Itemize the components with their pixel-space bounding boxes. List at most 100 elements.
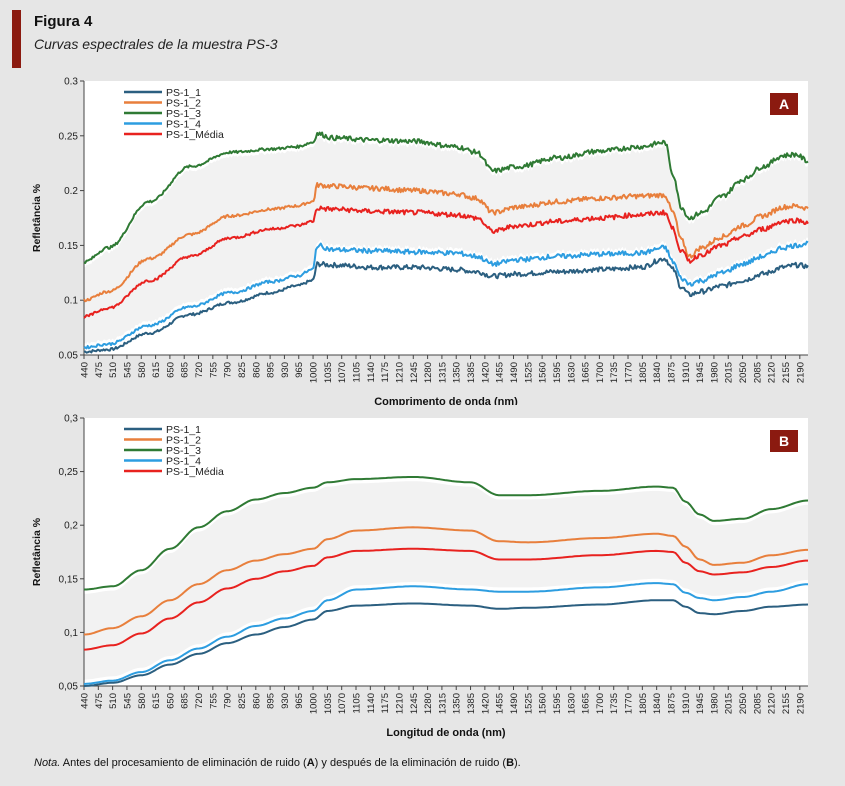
x-tick-label: 2015 [724,693,735,714]
x-tick-label: 895 [266,362,277,378]
x-tick-label: 1105 [352,362,363,382]
x-tick-label: 2155 [781,693,792,714]
x-tick-label: 1245 [409,362,420,383]
x-axis-label: Comprimento de onda (nm) [374,396,518,405]
x-tick-label: 965 [294,362,305,378]
x-axis-label: Longitud de onda (nm) [386,727,505,739]
x-tick-label: 1560 [538,693,549,714]
x-tick-label: 685 [180,362,191,378]
x-tick-label: 650 [165,693,176,709]
legend-entry: PS-1_2 [166,98,201,110]
x-tick-label: 1980 [709,362,720,383]
envelope-band [84,481,808,680]
x-tick-label: 1630 [566,693,577,714]
series-line-PS-1_3 [83,131,809,264]
x-tick-label: 1210 [394,362,405,383]
x-tick-label: 1490 [509,693,520,714]
x-tick-label: 1595 [552,693,563,714]
x-tick-label: 615 [151,693,162,709]
x-tick-label: 2155 [781,362,792,383]
x-tick-label: 1350 [452,362,463,383]
y-tick-label: 0,2 [64,521,78,532]
x-tick-label: 1245 [409,693,420,714]
panel-badge-label: A [779,96,789,112]
x-tick-label: 755 [208,693,219,709]
x-tick-label: 1910 [681,693,692,714]
envelope-band [84,136,808,344]
series-line-PS-1_2 [83,526,808,636]
x-tick-label: 510 [108,362,119,378]
x-tick-label: 1385 [466,362,477,383]
y-axis-label: Refletância % [31,517,43,586]
x-tick-label: 475 [94,362,105,378]
series-line-PS-1_2 [83,182,809,303]
x-tick-label: 1665 [581,693,592,714]
x-tick-label: 2085 [752,693,763,714]
y-axis-label: Refletância % [31,183,43,252]
x-tick-label: 1525 [523,693,534,714]
legend-entry: PS-1_3 [166,445,201,457]
x-tick-label: 1280 [423,693,434,714]
x-tick-label: 685 [180,693,191,709]
x-tick-label: 510 [108,693,119,709]
x-tick-label: 1315 [437,362,448,383]
x-tick-label: 1455 [495,362,506,383]
legend-entry: PS-1_Média [166,466,224,478]
x-tick-label: 2190 [795,362,806,383]
x-tick-label: 1980 [709,693,720,714]
x-tick-label: 1175 [380,362,391,382]
legend-entry: PS-1_1 [166,424,201,436]
note-prefix: Nota. [34,757,61,769]
series-line-PS-1_3 [84,476,809,591]
x-tick-label: 965 [294,693,305,709]
x-tick-label: 1385 [466,693,477,714]
y-tick-label: 0,05 [59,682,79,693]
x-tick-label: 1420 [480,362,491,383]
panel-badge-label: B [779,433,789,449]
x-tick-label: 1840 [652,693,663,714]
x-tick-label: 1105 [352,693,363,713]
y-tick-label: 0,15 [59,574,79,585]
x-tick-label: 475 [94,693,105,709]
x-tick-label: 1140 [366,693,377,713]
panel-badge [770,93,798,115]
x-tick-label: 825 [237,362,248,378]
x-tick-label: 1770 [624,693,635,714]
x-tick-label: 1070 [337,362,348,383]
legend-entry: PS-1_3 [166,108,201,120]
x-tick-label: 1210 [394,693,405,714]
x-tick-label: 615 [151,362,162,378]
y-tick-label: 0.1 [64,296,78,307]
note-text-3: ). [514,757,521,769]
x-tick-label: 1070 [337,693,348,714]
x-tick-label: 1700 [595,362,606,383]
x-tick-label: 1700 [595,693,606,714]
x-tick-label: 720 [194,362,205,378]
note-text-2: ) y después de la eliminación de ruido ( [314,757,507,769]
x-tick-label: 860 [251,362,262,378]
y-tick-label: 0.3 [64,77,78,88]
x-tick-label: 1665 [581,362,592,383]
x-tick-label: 1630 [566,362,577,383]
x-tick-label: 1560 [538,362,549,383]
x-tick-label: 440 [80,362,91,378]
x-tick-label: 1945 [695,362,706,383]
series-line-PS-1_Média [83,205,809,319]
x-tick-label: 580 [137,693,148,709]
x-tick-label: 1455 [495,693,506,714]
x-tick-label: 545 [122,362,133,378]
note-text-1: Antes del procesamiento de eliminación d… [60,757,307,769]
panel-badge [770,430,798,452]
x-tick-label: 2085 [752,362,763,383]
y-tick-label: 0.15 [59,241,79,252]
series-line-PS-1_Média [83,547,808,651]
figure-title: Curvas espectrales de la muestra PS-3 [34,36,278,52]
y-tick-label: 0,3 [64,414,78,425]
x-tick-label: 1595 [552,362,563,383]
x-tick-label: 2190 [795,693,806,714]
series-line-PS-1_1 [83,599,809,687]
legend-entry: PS-1_1 [166,87,201,99]
x-tick-label: 1280 [423,362,434,383]
